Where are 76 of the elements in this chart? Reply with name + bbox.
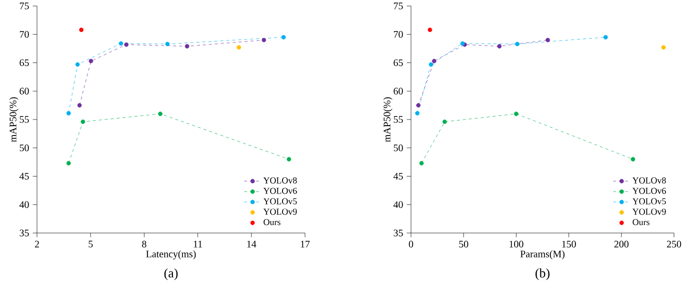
point <box>88 58 94 64</box>
point <box>416 103 421 108</box>
point <box>79 28 84 32</box>
point <box>428 28 432 32</box>
y-tick-label: 40 <box>19 201 29 208</box>
point <box>603 35 608 40</box>
x-tick-label: 100 <box>510 240 524 248</box>
legend-label: YOLOv9 <box>263 208 297 215</box>
y-tick-label: 55 <box>20 116 29 123</box>
text: (b) <box>536 268 550 280</box>
point <box>442 120 447 124</box>
point <box>497 44 502 48</box>
x-tick-label: 150 <box>562 240 576 248</box>
y-tick-label: 40 <box>393 201 403 208</box>
y-tick-label: 50 <box>394 144 403 152</box>
y-tick-label: 70 <box>394 31 403 38</box>
point <box>75 62 80 67</box>
x-tick-label: 5 <box>88 240 93 248</box>
point <box>514 112 518 116</box>
point <box>415 111 420 116</box>
point <box>118 41 124 46</box>
point <box>630 157 636 162</box>
point <box>419 161 424 166</box>
point <box>80 120 86 124</box>
y-tick-label: 55 <box>394 116 403 123</box>
point <box>432 58 436 64</box>
x-tick-label: 50 <box>459 240 468 248</box>
x-tick-label: 8 <box>142 240 146 248</box>
x-tick-label: 250 <box>666 240 682 248</box>
legend-label: YOLOv9 <box>632 208 666 215</box>
x-axis-title: Latency(ms) <box>146 250 196 260</box>
y-tick-label: 45 <box>19 172 29 180</box>
y-axis-title: mAP50(%) <box>9 97 18 142</box>
point <box>184 44 190 48</box>
y-tick-label: 60 <box>20 88 29 94</box>
y-tick-label: 65 <box>20 59 29 66</box>
legend-label: YOLOv6 <box>632 188 666 194</box>
point <box>281 35 286 40</box>
legend-label: Ours <box>632 219 650 226</box>
x-tick-label: 2 <box>34 240 39 248</box>
y-tick-label: 75 <box>394 2 403 10</box>
y-tick-label: 35 <box>20 230 29 236</box>
text: (a) <box>164 268 178 280</box>
point <box>236 45 242 50</box>
point <box>262 38 266 42</box>
legend-label: Ours <box>264 219 280 226</box>
y-tick-label: 65 <box>394 59 403 66</box>
y-tick-label: 35 <box>394 230 403 236</box>
point <box>661 45 666 50</box>
point <box>165 42 170 46</box>
legend-label: YOLOv6 <box>263 188 297 194</box>
legend-label: YOLOv8 <box>263 177 297 184</box>
point <box>428 62 434 67</box>
x-tick-label: 0 <box>408 240 414 248</box>
x-tick-label: 11 <box>194 240 202 248</box>
y-tick-label: 45 <box>393 172 403 180</box>
legend-label: YOLOv8 <box>632 177 666 184</box>
x-tick-label: 14 <box>247 240 256 248</box>
x-tick-label: 17 <box>300 240 310 248</box>
point <box>66 161 71 166</box>
point <box>286 157 292 162</box>
legend-label: YOLOv5 <box>632 198 666 204</box>
y-tick-label: 60 <box>394 88 403 94</box>
y-axis-title: mAP50(%) <box>383 97 392 142</box>
point <box>546 38 550 42</box>
point <box>124 42 129 47</box>
y-tick-label: 50 <box>20 144 29 152</box>
x-axis-title: Params(M) <box>520 250 564 260</box>
point <box>77 103 82 108</box>
point <box>158 112 162 116</box>
point <box>515 42 520 46</box>
y-tick-label: 70 <box>20 31 29 38</box>
point <box>66 111 71 116</box>
x-tick-label: 200 <box>614 240 629 248</box>
legend-label: YOLOv5 <box>263 198 297 204</box>
y-tick-label: 75 <box>20 2 29 10</box>
